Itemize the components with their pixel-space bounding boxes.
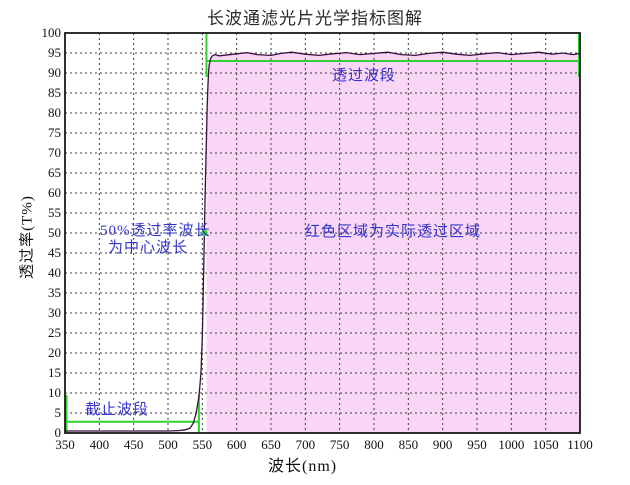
y-tick-label: 60 xyxy=(48,185,61,200)
y-tick-label: 0 xyxy=(54,425,62,440)
transmittance-curve xyxy=(65,51,581,432)
plot-frame xyxy=(64,32,581,434)
x-tick-label: 450 xyxy=(123,437,144,452)
y-tick-label: 65 xyxy=(48,165,61,180)
y-tick-label: 45 xyxy=(48,245,61,260)
chart-title: 长波通滤光片光学指标图解 xyxy=(207,9,423,28)
x-tick-label: 400 xyxy=(89,437,110,452)
x-tick-label: 500 xyxy=(158,437,178,452)
y-tick-label: 100 xyxy=(41,25,62,40)
red-region-annotation: 红色区域为实际透过区域 xyxy=(305,224,482,240)
y-tick-label: 5 xyxy=(54,405,62,420)
x-tick-label: 1050 xyxy=(532,437,559,452)
cutoff-band-annotation: 截止波段 xyxy=(85,402,150,418)
x-tick-label: 650 xyxy=(261,437,281,452)
y-tick-label: 90 xyxy=(48,65,61,80)
y-tick-label: 25 xyxy=(48,325,61,340)
y-tick-label: 75 xyxy=(48,125,61,140)
y-tick-label: 35 xyxy=(48,285,61,300)
x-axis-label: 波长(nm) xyxy=(268,458,338,475)
y-tick-label: 85 xyxy=(48,85,61,100)
y-tick-label: 30 xyxy=(48,305,61,320)
x-tick-label: 1000 xyxy=(498,437,525,452)
y-tick-label: 15 xyxy=(48,365,61,380)
x-tick-label: 700 xyxy=(295,437,316,452)
x-tick-label: 850 xyxy=(398,437,419,452)
y-tick-label: 80 xyxy=(48,105,61,120)
pass-band-annotation: 透过波段 xyxy=(332,68,397,84)
half-transmittance-dot xyxy=(201,229,208,237)
y-tick-label: 50 xyxy=(48,225,61,240)
x-tick-label: 750 xyxy=(329,437,350,452)
half-transmittance-annotation-line2: 为中心波长 xyxy=(108,240,189,256)
x-tick-label: 350 xyxy=(55,437,75,452)
y-tick-label: 40 xyxy=(48,265,61,280)
x-tick-label: 950 xyxy=(467,437,487,452)
transmission-region-fill xyxy=(206,52,580,433)
x-tick-label: 600 xyxy=(226,437,247,452)
x-tick-label: 1100 xyxy=(567,437,593,452)
y-tick-label: 70 xyxy=(48,145,61,160)
y-tick-label: 95 xyxy=(48,45,61,60)
half-transmittance-annotation-line1: 50%透过率波长 xyxy=(100,223,211,239)
y-tick-label: 20 xyxy=(48,345,61,360)
y-tick-label: 10 xyxy=(48,385,61,400)
y-tick-label: 55 xyxy=(48,205,61,220)
x-tick-label: 900 xyxy=(432,437,453,452)
x-tick-label: 800 xyxy=(364,437,384,452)
x-tick-label: 550 xyxy=(192,437,213,452)
